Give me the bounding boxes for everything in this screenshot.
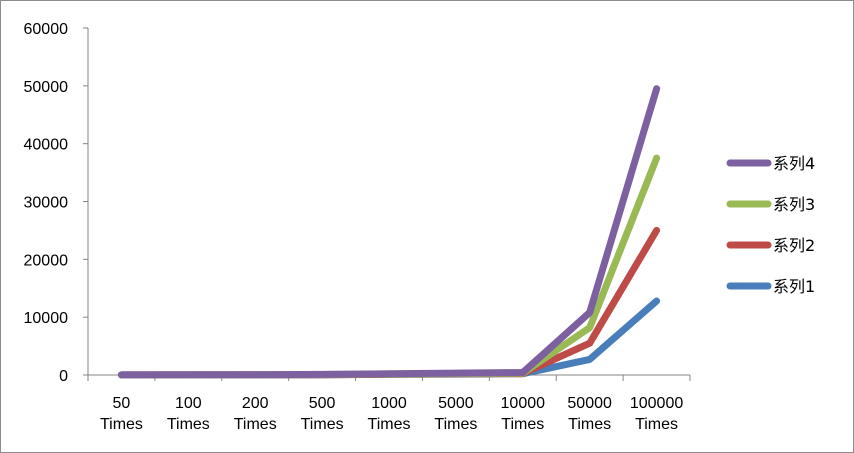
legend-item: 系列1 [726, 277, 815, 296]
y-tick-label: 40000 [24, 137, 69, 154]
legend-label: 系列2 [773, 236, 815, 255]
legend-item: 系列2 [726, 236, 815, 255]
y-tick-label: 0 [59, 368, 68, 385]
series-line-4 [117, 85, 661, 379]
y-tick-label: 60000 [24, 21, 69, 38]
x-tick-label: 5000 Times [434, 395, 477, 433]
series-lines [117, 85, 661, 379]
x-tick-label: 50000 Times [567, 395, 612, 433]
legend-item: 系列3 [726, 195, 815, 214]
x-tick-label: 200 Times [234, 395, 277, 433]
x-tick-label: 1000 Times [368, 395, 411, 433]
y-tick-label: 10000 [24, 310, 69, 327]
legend-label: 系列3 [773, 195, 815, 214]
y-tick-label: 30000 [24, 195, 69, 212]
y-tick-label: 50000 [24, 79, 69, 96]
legend-item: 系列4 [726, 154, 815, 173]
legend-label: 系列1 [773, 277, 815, 296]
y-tick-labels: 0 10000 20000 30000 40000 50000 60000 [24, 21, 69, 385]
series-line-3 [117, 154, 661, 379]
legend: 系列4 系列3 系列2 系列1 [726, 154, 815, 296]
legend-label: 系列4 [773, 154, 815, 173]
x-tick-labels: 50 Times 100 Times 200 Times 500 Times 1000 Times… [100, 395, 683, 433]
x-tick-label: 10000 Times [501, 395, 546, 433]
y-tick-label: 20000 [24, 252, 69, 269]
x-tick-label: 100000 Times [630, 395, 683, 433]
x-tick-label: 500 Times [301, 395, 344, 433]
x-tick-label: 100 Times [167, 395, 210, 433]
x-tick-label: 50 Times [100, 395, 143, 433]
series-line-2 [117, 226, 661, 379]
